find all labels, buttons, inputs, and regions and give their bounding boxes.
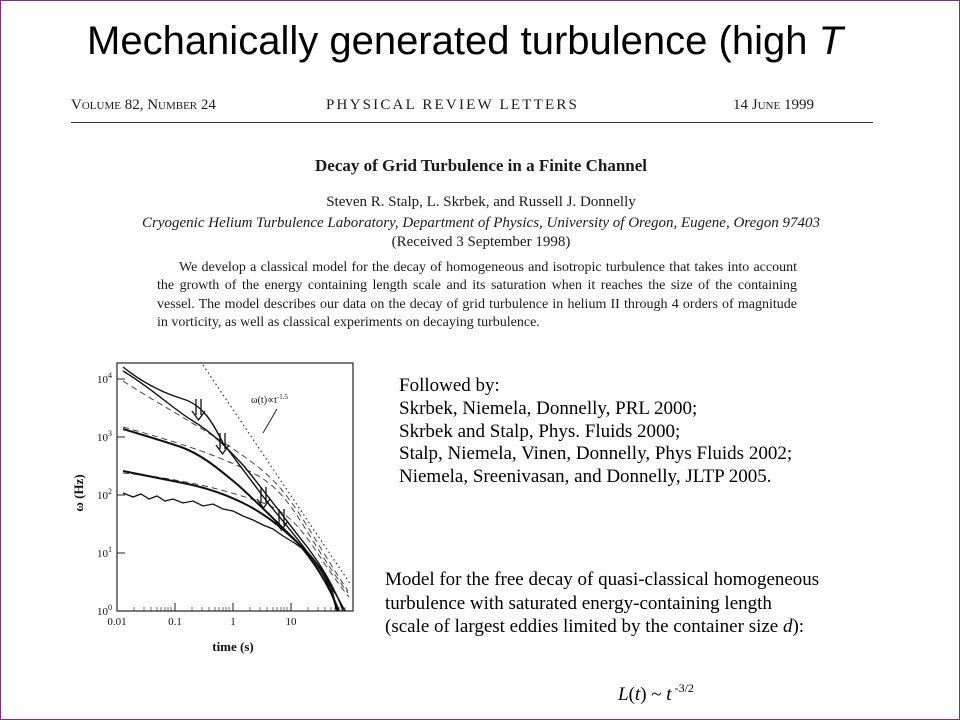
- model-description: Model for the free decay of quasi-classi…: [385, 568, 819, 639]
- reference-item: Stalp, Niemela, Vinen, Donnelly, Phys Fl…: [399, 443, 793, 465]
- decay-plot: 0.01 0.1 1 10 100 101 102 103 104 time (…: [63, 353, 363, 663]
- model-line: Model for the free decay of quasi-classi…: [385, 569, 820, 590]
- x-tick-labels: 0.01 0.1 1 10: [107, 616, 297, 628]
- paper-received: (Received 3 September 1998): [391, 234, 571, 250]
- x-tick-label: 0.01: [107, 616, 126, 628]
- double-down-arrow-icon: [274, 509, 289, 532]
- double-down-arrow-icon: [256, 487, 271, 510]
- reference-item: Skrbek, Niemela, Donnelly, PRL 2000;: [399, 397, 698, 419]
- slide-title-text: Mechanically generated turbulence (high: [87, 19, 819, 63]
- x-tick-label: 0.1: [168, 616, 182, 628]
- followed-by-heading: Followed by:: [399, 375, 500, 396]
- slide-title-variable: T: [818, 19, 843, 63]
- model-curves: [122, 380, 350, 598]
- x-tick-label: 10: [286, 616, 298, 628]
- model-line: (scale of largest eddies limited by the …: [385, 616, 805, 637]
- model-curve: [122, 380, 349, 592]
- double-down-arrow-icon: [191, 399, 206, 422]
- reference-slope-line: [202, 364, 352, 586]
- x-axis-label: time (s): [212, 639, 254, 654]
- model-line: turbulence with saturated energy-contain…: [385, 592, 772, 614]
- journal-date: 14 June 1999: [733, 97, 814, 113]
- y-axis-label: ω (Hz): [71, 474, 86, 511]
- scaling-formula: L(t) ~ t -3/2: [618, 681, 694, 705]
- reference-item: Skrbek and Stalp, Phys. Fluids 2000;: [399, 420, 681, 442]
- slide-title: Mechanically generated turbulence (high …: [87, 19, 843, 64]
- major-ticks: [117, 378, 292, 611]
- header-rule: [71, 122, 873, 123]
- journal-volume: Volume 82, Number 24: [71, 97, 216, 113]
- annotation-pointer: [262, 408, 278, 434]
- decay-plot-svg: 0.01 0.1 1 10 100 101 102 103 104 time (…: [71, 362, 354, 654]
- plot-frame: [116, 362, 354, 612]
- data-curves: [122, 366, 346, 612]
- paper-affiliation: Cryogenic Helium Turbulence Laboratory, …: [142, 215, 820, 231]
- x-minor-ticks: [133, 607, 346, 611]
- slope-annotation: ω(t)∝t-1.5: [251, 393, 289, 406]
- y-tick-labels: 100 101 102 103 104: [97, 371, 112, 618]
- x-tick-label: 1: [230, 616, 236, 628]
- data-curve: [122, 470, 338, 612]
- y-tick-label: 104: [97, 371, 112, 386]
- data-curve-noisy: [122, 492, 338, 612]
- journal-name: PHYSICAL REVIEW LETTERS: [326, 97, 580, 113]
- y-tick-label: 103: [97, 429, 112, 444]
- y-tick-label: 100: [97, 603, 112, 618]
- paper-title: Decay of Grid Turbulence in a Finite Cha…: [315, 156, 647, 175]
- y-tick-label: 101: [97, 545, 112, 560]
- y-tick-label: 102: [97, 487, 112, 502]
- saturation-arrows: [191, 399, 289, 532]
- model-curve: [122, 472, 350, 598]
- data-curve: [122, 366, 346, 612]
- data-curve: [122, 428, 340, 612]
- double-down-arrow-icon: [215, 433, 230, 456]
- followed-by-block: Followed by: Skrbek, Niemela, Donnelly, …: [399, 375, 792, 489]
- paper-abstract: We develop a classical model for the dec…: [157, 260, 797, 330]
- data-curve: [122, 370, 344, 612]
- reference-item: Niemela, Sreenivasan, and Donnelly, JLTP…: [399, 466, 772, 488]
- paper-authors: Steven R. Stalp, L. Skrbek, and Russell …: [326, 194, 636, 210]
- model-curve: [122, 426, 349, 594]
